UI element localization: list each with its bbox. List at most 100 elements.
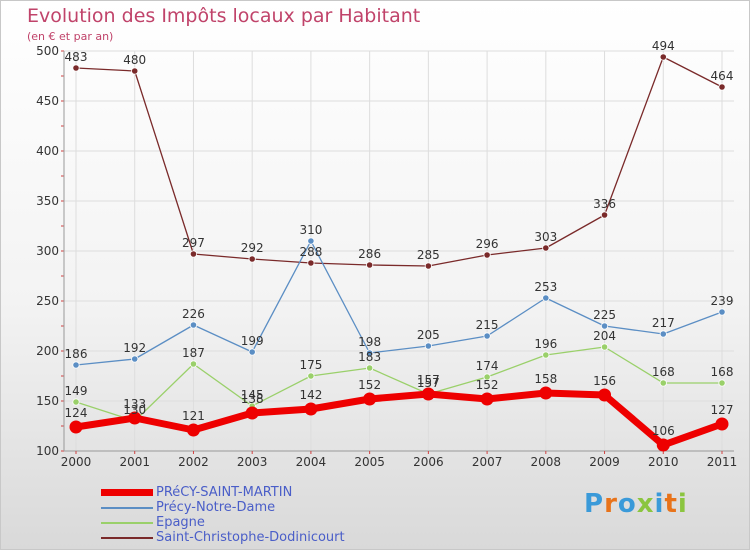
data-label: 292 xyxy=(241,241,264,255)
data-label: 217 xyxy=(652,316,675,330)
data-label: 297 xyxy=(182,236,205,250)
data-label: 215 xyxy=(476,318,499,332)
x-tick-label: 2008 xyxy=(531,455,562,469)
series-line xyxy=(75,389,724,449)
data-point xyxy=(186,423,200,437)
data-point xyxy=(131,67,139,75)
data-point xyxy=(307,259,315,267)
x-tick-label: 2004 xyxy=(296,455,327,469)
series-line xyxy=(75,346,722,422)
series-line xyxy=(75,240,723,366)
data-label: 174 xyxy=(476,359,499,373)
data-point xyxy=(718,308,726,316)
data-point xyxy=(72,398,80,406)
x-tick-label: 2001 xyxy=(119,455,150,469)
data-point xyxy=(656,438,670,452)
data-label: 494 xyxy=(652,39,675,53)
data-label: 286 xyxy=(358,247,381,261)
y-tick-label: 250 xyxy=(36,294,59,308)
data-point xyxy=(245,406,259,420)
data-label: 138 xyxy=(241,392,264,406)
data-label: 121 xyxy=(182,409,205,423)
data-point xyxy=(131,355,139,363)
data-label: 253 xyxy=(534,280,557,294)
x-tick-label: 2000 xyxy=(61,455,92,469)
data-point xyxy=(659,379,667,387)
x-tick-label: 2003 xyxy=(237,455,268,469)
data-label: 199 xyxy=(241,334,264,348)
legend-label: Précy-Notre-Dame xyxy=(156,500,276,515)
data-point xyxy=(307,372,315,380)
data-label: 196 xyxy=(534,337,557,351)
data-point xyxy=(72,64,80,72)
data-label: 158 xyxy=(534,372,557,386)
y-tick-label: 150 xyxy=(36,394,59,408)
legend-label: Saint-Christophe-Dodinicourt xyxy=(156,530,345,545)
data-point xyxy=(248,348,256,356)
data-label: 239 xyxy=(711,294,734,308)
data-label: 186 xyxy=(65,347,88,361)
data-point xyxy=(304,402,318,416)
x-tick-label: 2005 xyxy=(354,455,385,469)
data-point xyxy=(248,255,256,263)
data-label: 198 xyxy=(358,335,381,349)
data-point xyxy=(363,392,377,406)
data-point xyxy=(659,53,667,61)
data-point xyxy=(542,244,550,252)
data-label: 285 xyxy=(417,248,440,262)
data-point xyxy=(366,349,374,357)
data-point xyxy=(483,332,491,340)
data-label: 296 xyxy=(476,237,499,251)
data-label: 183 xyxy=(358,350,381,364)
data-point xyxy=(718,379,726,387)
line-chart: 100 150 200 250 300 350 400 450 500 2000 2001 2002 2… xyxy=(36,39,738,469)
data-label: 303 xyxy=(534,230,557,244)
data-point xyxy=(542,294,550,302)
data-label: 464 xyxy=(711,69,734,83)
data-label: 288 xyxy=(299,245,322,259)
data-label: 226 xyxy=(182,307,205,321)
data-point xyxy=(424,342,432,350)
data-label: 225 xyxy=(593,308,616,322)
y-tick-label: 450 xyxy=(36,94,59,108)
x-tick-label: 2007 xyxy=(472,455,503,469)
series-line xyxy=(75,56,723,267)
data-point xyxy=(600,322,609,330)
y-tick-label: 300 xyxy=(36,244,59,258)
data-label: 106 xyxy=(652,424,675,438)
data-label: 204 xyxy=(593,329,616,343)
data-point xyxy=(189,360,198,368)
data-point xyxy=(659,330,667,338)
data-label: 157 xyxy=(417,376,440,390)
y-tick-label: 350 xyxy=(36,194,59,208)
x-tick-label: 2006 xyxy=(413,455,444,469)
x-tick-label: 2009 xyxy=(589,455,620,469)
data-point xyxy=(600,343,609,351)
data-point xyxy=(718,83,726,91)
data-label: 310 xyxy=(299,223,322,237)
data-label: 205 xyxy=(417,328,440,342)
legend-swatch xyxy=(101,537,153,539)
data-label: 192 xyxy=(123,341,146,355)
data-label: 124 xyxy=(65,406,88,420)
data-label: 168 xyxy=(711,365,734,379)
chart-subtitle: (en € et par an) xyxy=(27,30,114,43)
x-tick-label: 2002 xyxy=(178,455,209,469)
data-label: 483 xyxy=(65,50,88,64)
proxiti-logo: Proxiti xyxy=(584,489,688,519)
legend-label: PRéCY-SAINT-MARTIN xyxy=(156,485,293,500)
y-tick-label: 100 xyxy=(36,444,59,458)
data-label: 127 xyxy=(711,403,734,417)
data-point xyxy=(480,392,494,406)
data-point xyxy=(189,250,198,258)
x-tick-label: 2011 xyxy=(707,455,738,469)
data-label: 149 xyxy=(65,384,88,398)
data-label: 145 xyxy=(241,388,264,402)
data-label: 133 xyxy=(123,397,146,411)
data-point xyxy=(424,262,432,270)
data-label: 152 xyxy=(358,378,381,392)
data-point xyxy=(715,417,729,431)
data-label: 157 xyxy=(417,373,440,387)
y-tick-label: 200 xyxy=(36,344,59,358)
data-label: 336 xyxy=(593,197,616,211)
